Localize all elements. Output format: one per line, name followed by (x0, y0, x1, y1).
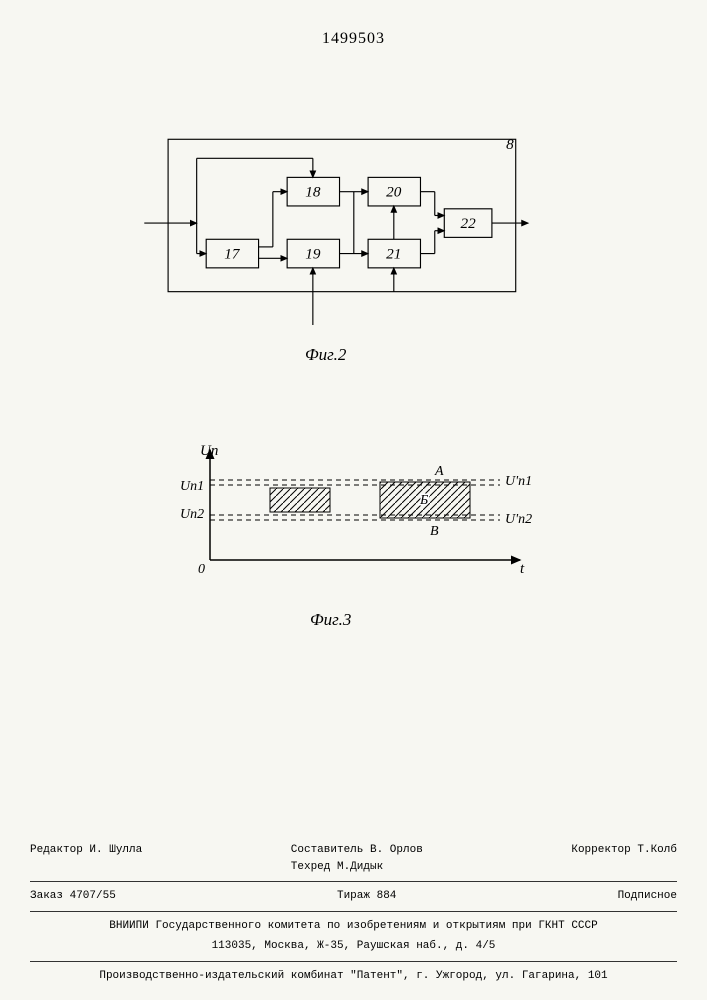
footer-compiler-techred: Составитель В. Орлов Техред М.Дидык (291, 842, 423, 875)
page: 1499503 8 17 18 19 20 (0, 0, 707, 1000)
block-22: 22 (444, 209, 492, 238)
label-up2p: U'п2 (505, 512, 532, 527)
editor-name: И. Шулла (89, 844, 142, 856)
footer-circulation: Тираж 884 (337, 888, 396, 905)
svg-text:17: 17 (224, 245, 241, 262)
block-19: 19 (287, 239, 339, 268)
footer-org1: ВНИИПИ Государственного комитета по изоб… (30, 916, 677, 937)
block-20: 20 (368, 177, 420, 206)
outer-box-label: 8 (506, 136, 514, 153)
region-label-v: В (430, 524, 439, 539)
y-axis-label: Uп (200, 443, 218, 459)
block-diagram-svg: 8 17 18 19 20 21 (130, 110, 530, 340)
footer-order: Заказ 4707/55 (30, 888, 116, 905)
svg-text:21: 21 (386, 245, 401, 262)
figure-2: 8 17 18 19 20 21 (130, 110, 530, 340)
x-axis-label: t (520, 561, 525, 577)
svg-text:20: 20 (386, 183, 402, 200)
figure-3-caption: Фиг.3 (310, 610, 351, 630)
block-21: 21 (368, 239, 420, 268)
divider-2 (30, 911, 677, 912)
block-18: 18 (287, 177, 339, 206)
block-17: 17 (206, 239, 258, 268)
divider-3 (30, 961, 677, 962)
footer-row-2: Заказ 4707/55 Тираж 884 Подписное (30, 886, 677, 907)
region-label-a: А (434, 464, 444, 479)
compiler-label: Составитель (291, 844, 364, 856)
patent-number: 1499503 (322, 30, 385, 48)
editor-label: Редактор (30, 844, 83, 856)
bar-1 (270, 488, 330, 512)
footer-org2: 113035, Москва, Ж-35, Раушская наб., д. … (30, 936, 677, 957)
origin-label: 0 (198, 562, 205, 577)
footer-editor: Редактор И. Шулла (30, 842, 142, 875)
region-label-b-fg: Б (419, 493, 428, 508)
techred-label: Техред (291, 861, 331, 873)
figure-2-caption: Фиг.2 (305, 345, 346, 365)
footer-plant: Производственно-издательский комбинат "П… (30, 966, 677, 987)
footer-corrector: Корректор Т.Колб (571, 842, 677, 875)
timing-chart-svg: Uп t 0 Uп1 Uп2 U'п1 U'п2 А Б Б В (150, 440, 550, 620)
footer-row-1: Редактор И. Шулла Составитель В. Орлов Т… (30, 840, 677, 877)
label-up2: Uп2 (180, 507, 204, 522)
label-up1p: U'п1 (505, 474, 532, 489)
svg-text:22: 22 (460, 215, 476, 232)
footer: Редактор И. Шулла Составитель В. Орлов Т… (30, 840, 677, 986)
footer-subscription: Подписное (618, 888, 677, 905)
techred-name: М.Дидык (337, 861, 383, 873)
corrector-label: Корректор (571, 844, 630, 856)
svg-text:19: 19 (305, 245, 321, 262)
compiler-name: В. Орлов (370, 844, 423, 856)
figure-3: Uп t 0 Uп1 Uп2 U'п1 U'п2 А Б Б В (150, 440, 550, 620)
svg-text:18: 18 (305, 183, 321, 200)
label-up1: Uп1 (180, 479, 204, 494)
corrector-name: Т.Колб (637, 844, 677, 856)
divider-1 (30, 881, 677, 882)
